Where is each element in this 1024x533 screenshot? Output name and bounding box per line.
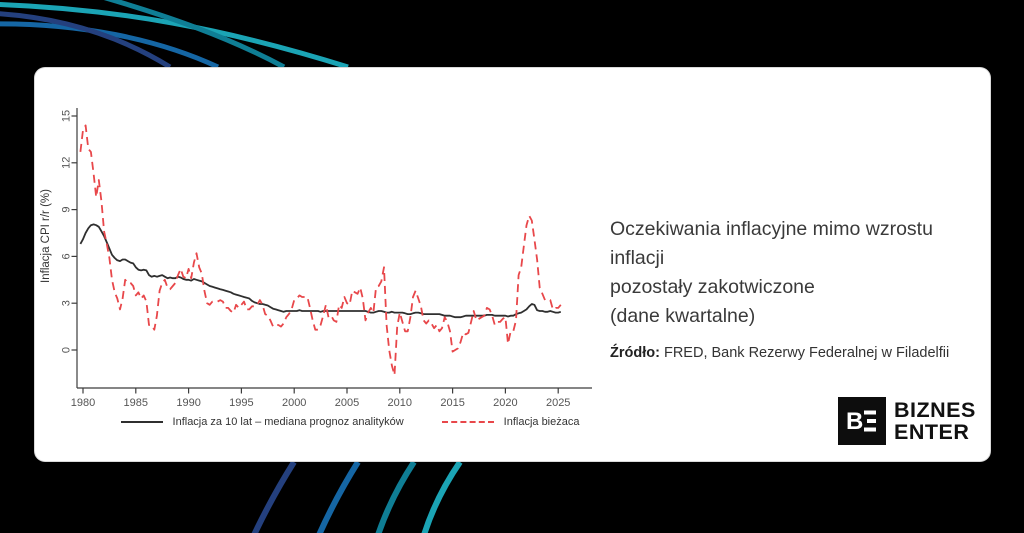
monogram-e-bar-mid	[867, 419, 876, 423]
x-tick-label: 1995	[229, 397, 253, 409]
y-tick-label: 15	[61, 110, 73, 122]
x-tick-label: 1980	[71, 397, 95, 409]
legend-label-expectations: Inflacja za 10 lat – mediana prognoz ana…	[172, 416, 404, 428]
decorative-arc-bottom-teal	[421, 460, 463, 533]
logo-text-line-2: ENTER	[894, 420, 970, 444]
y-tick-label: 3	[61, 300, 73, 306]
biznes-enter-logo: B BIZNES ENTER	[838, 397, 976, 445]
title-line-2: pozostały zakotwiczone	[610, 276, 815, 298]
decorative-arc-top-navy	[0, 11, 172, 70]
logo-text-line-1: BIZNES	[894, 398, 976, 422]
logo-monogram-icon: B	[838, 397, 886, 445]
x-tick-label: 2000	[282, 397, 306, 409]
y-tick-label: 9	[61, 207, 73, 213]
x-tick-label: 2005	[335, 397, 359, 409]
y-axis-label: Inflacja CPI r/r (%)	[40, 189, 52, 283]
decorative-arc-top-teal	[0, 2, 349, 70]
decorative-arc-bottom-blue	[316, 460, 361, 533]
decorative-arc-bottom-teal-dark	[375, 460, 417, 533]
y-tick-label: 12	[61, 157, 73, 169]
monogram-b: B	[846, 408, 863, 434]
monogram-e-bar-top	[864, 410, 876, 415]
source-label: Źródło:	[610, 345, 660, 361]
x-tick-label: 1990	[176, 397, 200, 409]
x-tick-label: 2015	[440, 397, 464, 409]
source-line: Źródło: FRED, Bank Rezerwy Federalnej w …	[610, 345, 992, 361]
legend-line-solid-black	[120, 421, 163, 423]
inflation-chart: Inflacja CPI r/r (%) 0 3 6 9 12 15 1980 1985 199…	[35, 68, 655, 461]
source-text: FRED, Bank Rezerwy Federalnej w Filadelf…	[659, 345, 950, 361]
y-tick-label: 6	[61, 253, 73, 259]
x-tick-label: 2020	[493, 397, 517, 409]
x-tick-label: 2010	[388, 397, 412, 409]
content-card: Inflacja CPI r/r (%) 0 3 6 9 12 15 1980 1985 199…	[35, 68, 990, 461]
decorative-arc-top-blue	[0, 21, 220, 70]
text-block: Oczekiwania inflacyjne mimo wzrostu infl…	[610, 215, 992, 361]
logo-text: BIZNES ENTER	[894, 399, 976, 443]
title-line-1: Oczekiwania inflacyjne mimo wzrostu infl…	[610, 218, 933, 269]
chart-legend: Inflacja za 10 lat – mediana prognoz ana…	[90, 416, 610, 428]
be-monogram-icon: B	[846, 408, 876, 434]
y-tick-label: 0	[61, 347, 73, 353]
chart-plot-area: Inflacja CPI r/r (%) 0 3 6 9 12 15 1980 1985 199…	[40, 108, 592, 409]
page-title: Oczekiwania inflacyjne mimo wzrostu infl…	[610, 215, 992, 331]
series-inflation-expectations	[79, 223, 562, 319]
decorative-arc-bottom-navy	[251, 460, 297, 533]
decorative-arc-top-teal-dark	[103, 0, 286, 70]
x-tick-label: 2025	[546, 397, 570, 409]
monogram-e-bar-bottom	[864, 427, 876, 432]
x-tick-label: 1985	[124, 397, 148, 409]
title-line-3: (dane kwartalne)	[610, 305, 756, 327]
series-current-inflation	[79, 124, 562, 376]
legend-label-current: Inflacja bieżaca	[503, 416, 580, 428]
legend-line-dashed-red	[441, 421, 494, 423]
